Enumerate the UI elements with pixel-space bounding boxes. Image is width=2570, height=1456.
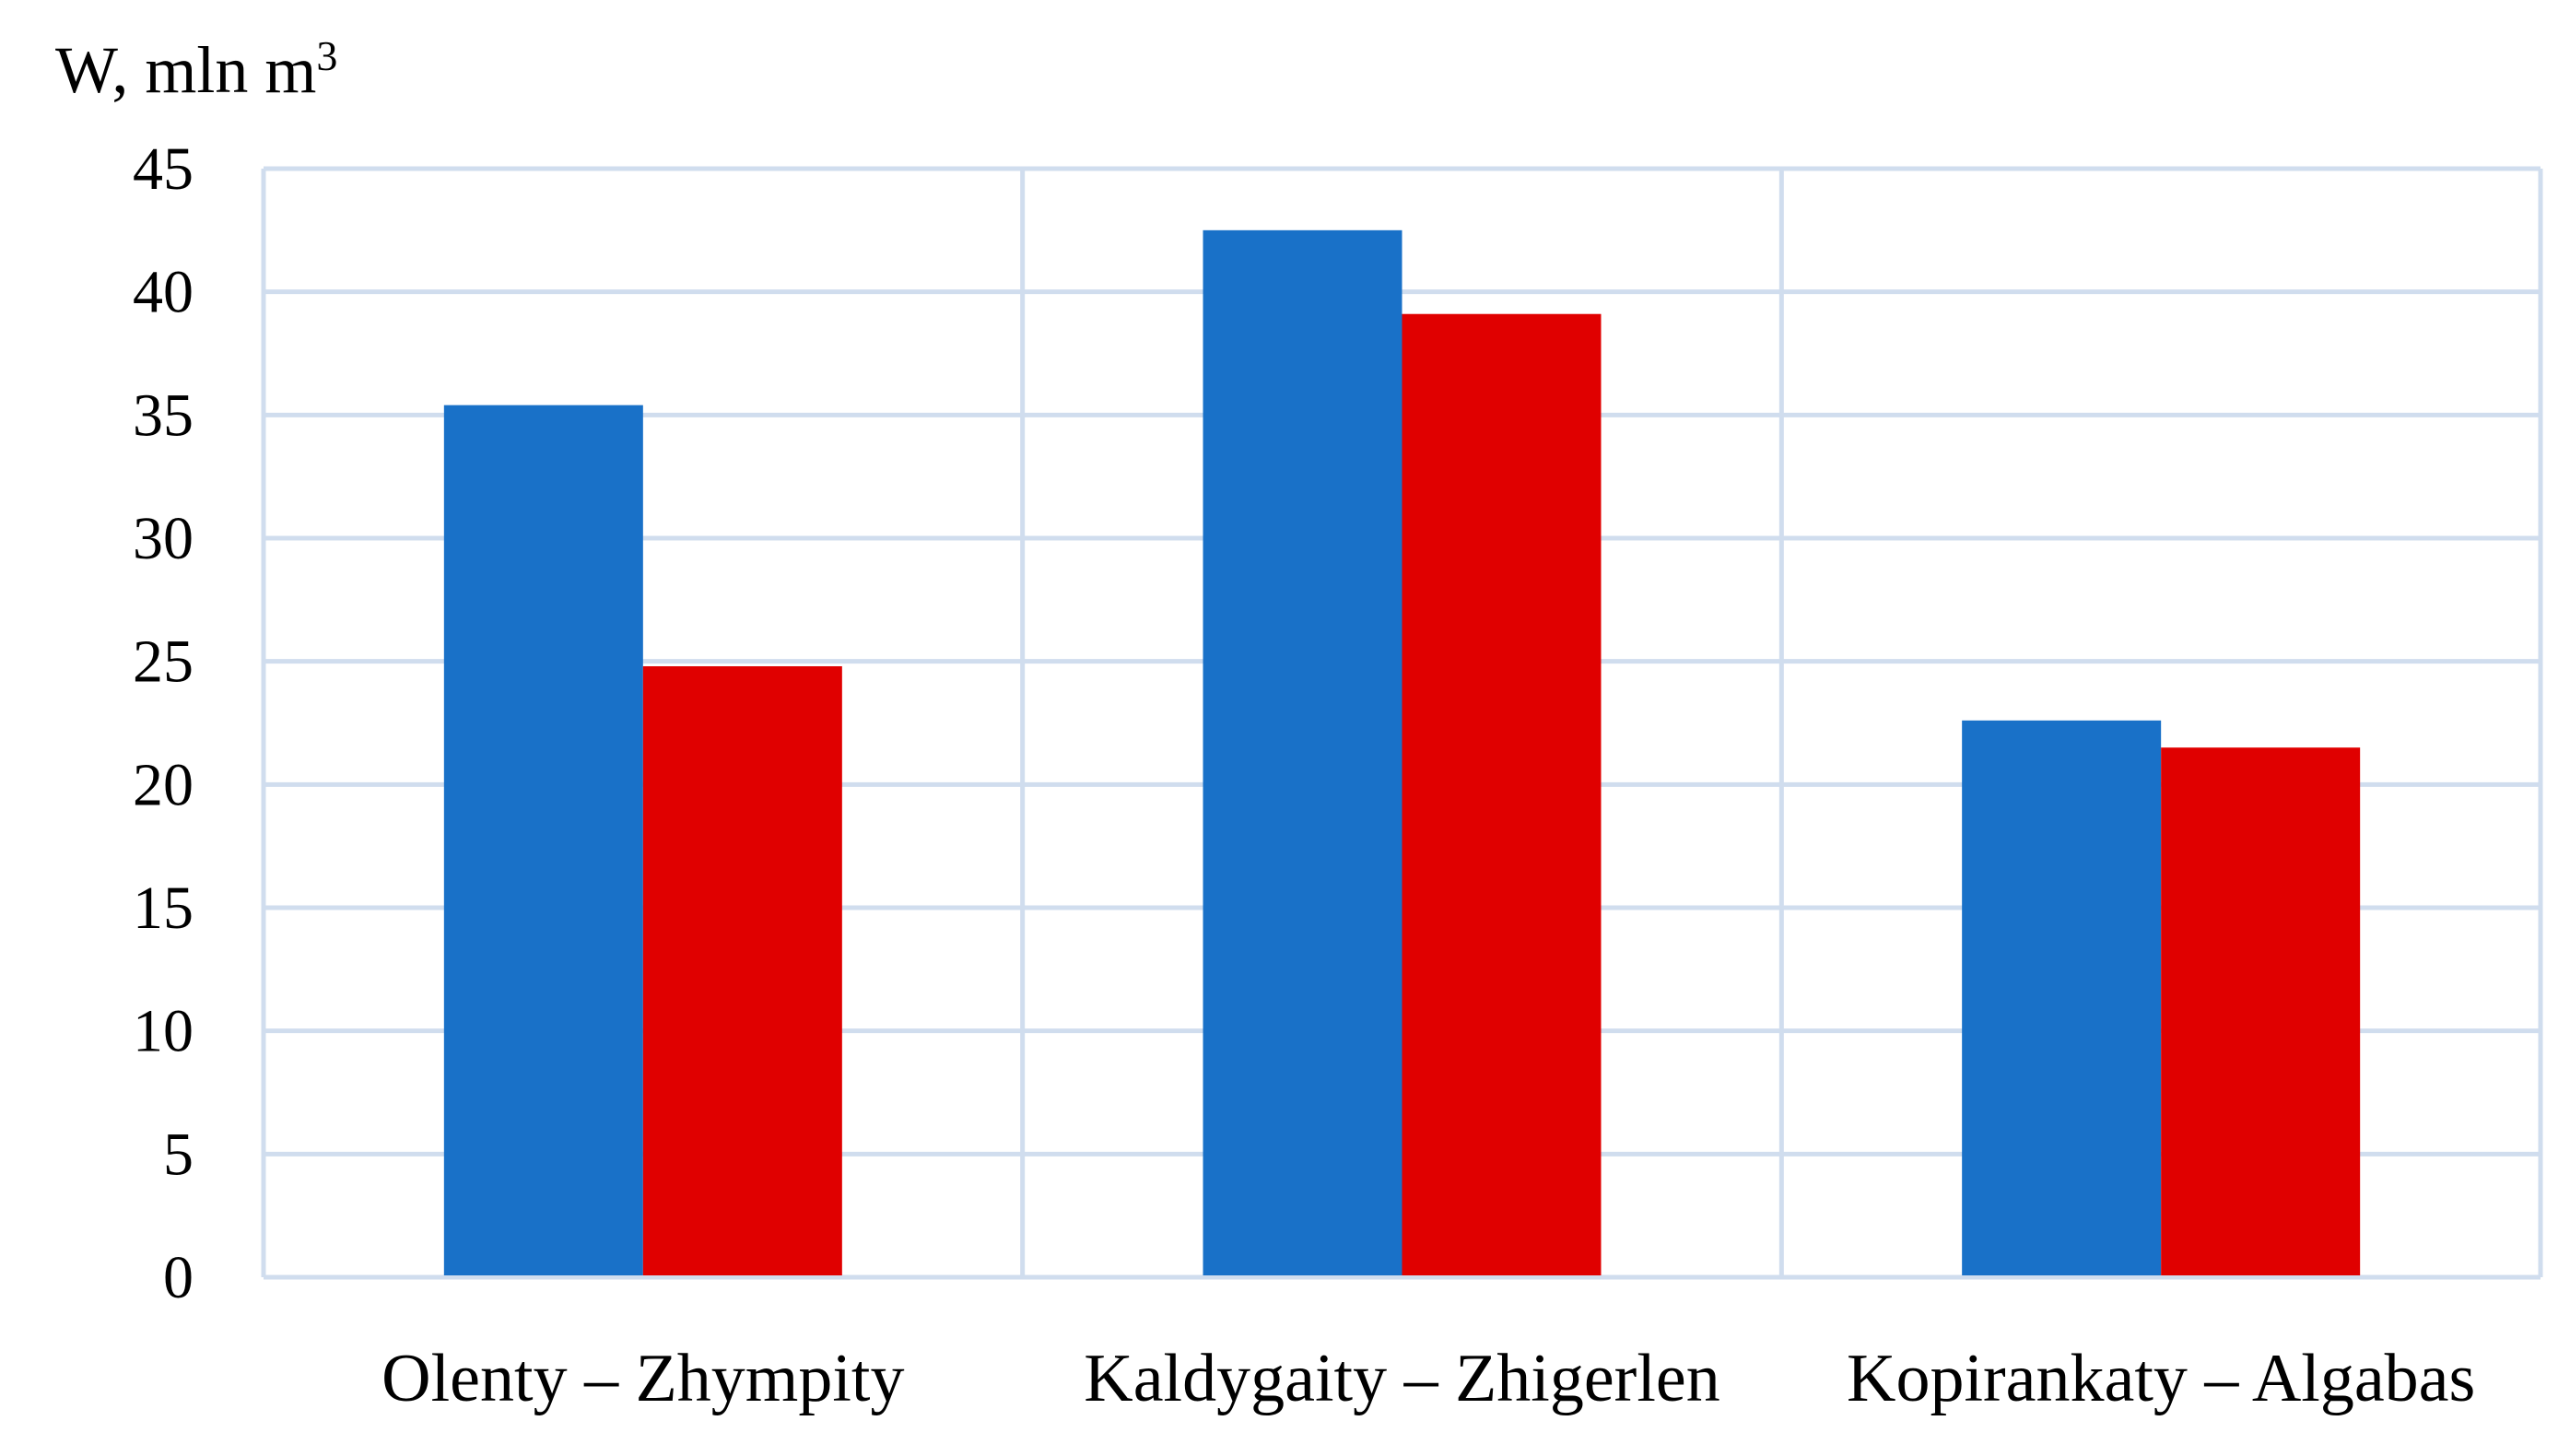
bar-series-2 — [642, 666, 842, 1275]
y-tick-label: 35 — [133, 382, 194, 449]
y-tick-label: 25 — [133, 628, 194, 696]
y-axis-title: W, mln m3 — [55, 32, 337, 107]
y-tick-label: 40 — [133, 259, 194, 326]
bar-series-2 — [2161, 747, 2361, 1275]
bar-layer — [443, 229, 2361, 1275]
x-category-label: Olenty – Zhympity — [381, 1341, 904, 1416]
bar-series-1 — [1203, 229, 1402, 1275]
y-tick-label: 45 — [133, 135, 194, 203]
y-tick-label: 0 — [163, 1244, 194, 1311]
bar-series-1 — [1962, 720, 2162, 1275]
x-category-labels: Olenty – Zhympity Kaldygaity – Zhigerlen K… — [381, 1341, 2475, 1416]
y-tick-label: 20 — [133, 751, 194, 818]
y-tick-label: 10 — [133, 998, 194, 1065]
y-tick-labels: 0 5 10 15 20 25 30 35 40 45 — [133, 135, 194, 1311]
x-category-label: Kaldygaity – Zhigerlen — [1084, 1341, 1719, 1416]
y-axis-title-superscript: 3 — [316, 32, 337, 79]
y-tick-label: 5 — [163, 1121, 194, 1188]
y-tick-label: 15 — [133, 875, 194, 942]
x-category-label: Kopirankaty – Algabas — [1847, 1341, 2475, 1416]
y-axis-title-text: W, mln m — [55, 33, 316, 107]
y-tick-label: 30 — [133, 505, 194, 572]
bar-series-2 — [1402, 313, 1602, 1275]
bar-series-1 — [443, 405, 643, 1275]
